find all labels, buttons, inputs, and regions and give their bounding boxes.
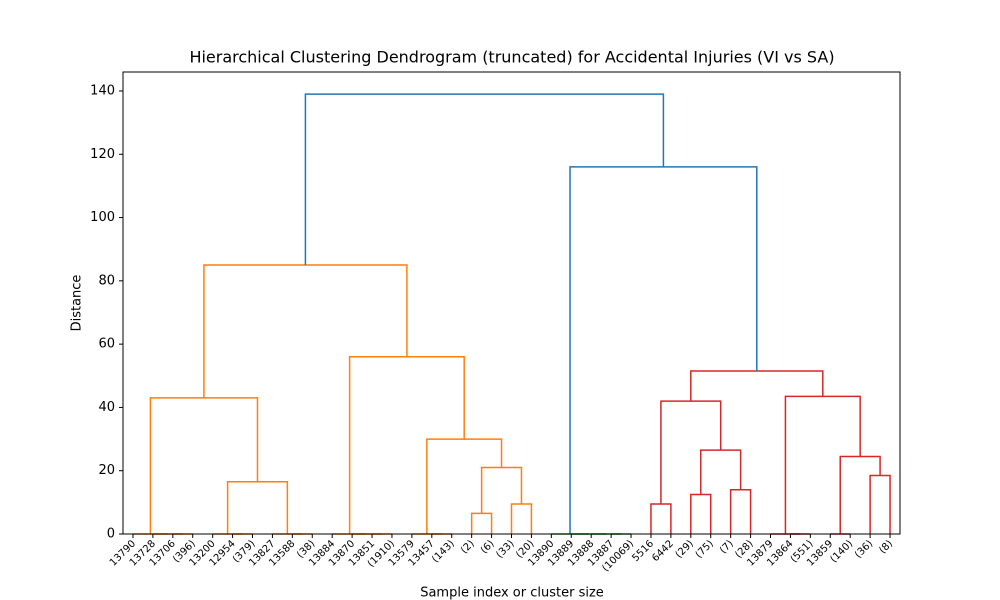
y-tick-label: 20: [98, 463, 115, 478]
link: [348, 356, 465, 534]
link: [839, 455, 881, 534]
chart-title: Hierarchical Clustering Dendrogram (trun…: [189, 48, 834, 67]
y-tick-label: 120: [90, 147, 115, 162]
y-tick-label: 40: [98, 400, 115, 415]
link: [470, 512, 493, 534]
link: [226, 481, 289, 534]
link: [149, 397, 259, 534]
link: [660, 400, 722, 504]
link: [729, 488, 752, 534]
y-tick-label: 60: [98, 337, 115, 352]
y-tick-label: 80: [98, 273, 115, 288]
y-tick-label: 140: [90, 83, 115, 98]
x-axis-label: Sample index or cluster size: [420, 586, 604, 600]
link: [700, 449, 742, 495]
link: [480, 466, 523, 514]
link: [569, 166, 758, 534]
y-tick-label: 100: [90, 210, 115, 225]
y-tick-label: 0: [107, 527, 115, 542]
y-axis-label: Distance: [70, 275, 85, 332]
link: [869, 474, 891, 534]
link: [304, 93, 665, 266]
